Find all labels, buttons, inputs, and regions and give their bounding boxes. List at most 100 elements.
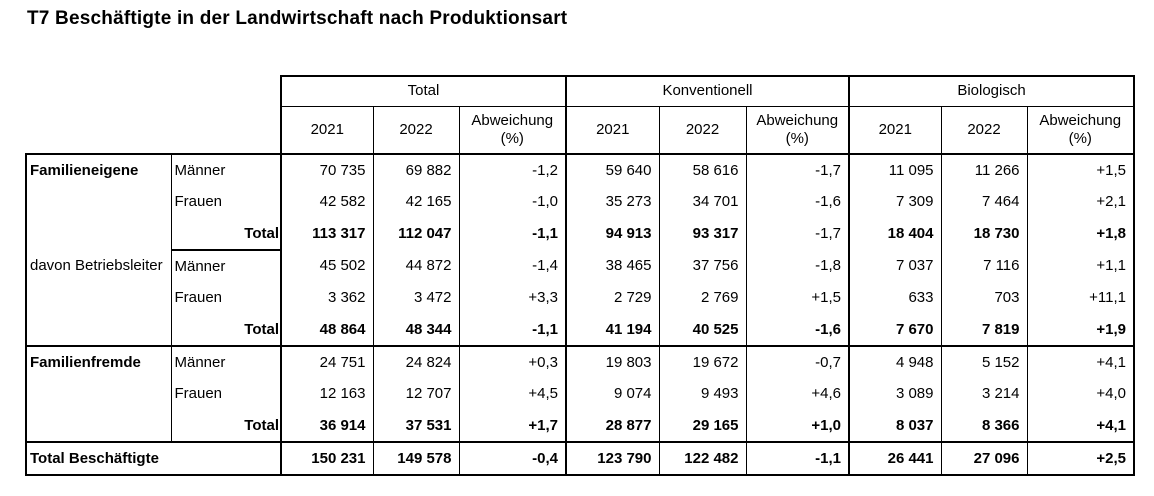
table-row: Total Beschäftigte 150 231 149 578 -0,4 123 …: [25, 441, 1135, 476]
value-cell: +0,3: [458, 345, 566, 378]
value-cell: 112 047: [372, 218, 459, 250]
value-cell: +4,6: [745, 378, 849, 410]
column-header: 2022: [372, 106, 459, 155]
value-cell: 41 194: [565, 314, 659, 346]
column-header: 2022: [658, 106, 746, 155]
value-cell: 11 095: [848, 154, 941, 186]
value-cell: 8 037: [848, 410, 941, 442]
employment-table: Total Konventionell Biologisch 2021 2022 Abwe…: [25, 75, 1135, 476]
value-cell: 3 472: [372, 282, 459, 314]
row-sub-label: Frauen: [170, 378, 281, 410]
column-header: 2021: [280, 106, 373, 155]
value-cell: 633: [848, 282, 941, 314]
value-cell: 37 756: [658, 250, 746, 282]
value-cell: -1,1: [745, 441, 849, 476]
value-cell: -1,6: [745, 314, 849, 346]
value-cell: +4,0: [1026, 378, 1135, 410]
value-cell: 3 214: [940, 378, 1027, 410]
value-cell: 37 531: [372, 410, 459, 442]
value-cell: +2,1: [1026, 186, 1135, 218]
value-cell: +1,0: [745, 410, 849, 442]
value-cell: 26 441: [848, 441, 941, 476]
value-cell: 8 366: [940, 410, 1027, 442]
value-cell: +1,5: [1026, 154, 1135, 186]
row-group-label: davon Betriebsleiter: [25, 250, 171, 346]
row-sub-label: Frauen: [170, 282, 281, 314]
value-cell: 12 707: [372, 378, 459, 410]
value-cell: -0,7: [745, 345, 849, 378]
value-cell: 123 790: [565, 441, 659, 476]
value-cell: -1,7: [745, 154, 849, 186]
value-cell: 24 751: [280, 345, 373, 378]
value-cell: 19 672: [658, 345, 746, 378]
value-cell: 24 824: [372, 345, 459, 378]
value-cell: 42 582: [280, 186, 373, 218]
group-header: Konventionell: [565, 75, 849, 107]
value-cell: 42 165: [372, 186, 459, 218]
value-cell: 7 309: [848, 186, 941, 218]
row-group-label: Familienfremde: [25, 345, 171, 442]
value-cell: 19 803: [565, 345, 659, 378]
value-cell: 35 273: [565, 186, 659, 218]
value-cell: 36 914: [280, 410, 373, 442]
row-sub-label: Männer: [170, 250, 281, 282]
row-sub-label: Total: [170, 218, 281, 251]
value-cell: 3 089: [848, 378, 941, 410]
table-row: Total 48 864 48 344 -1,1 41 194 40 525 -1,6 7 6…: [26, 314, 1135, 346]
table-row: Frauen 42 582 42 165 -1,0 35 273 34 701 -1,6 7 …: [26, 186, 1135, 218]
value-cell: 2 769: [658, 282, 746, 314]
table-body: Familieneigene Männer 70 735 69 882 -1,2 59 6…: [25, 153, 1135, 476]
group-header: Total: [280, 75, 566, 107]
value-cell: +1,8: [1026, 218, 1135, 250]
table-row: Familieneigene Männer 70 735 69 882 -1,2 59 6…: [25, 153, 1135, 250]
column-header: Abweichung (%): [1026, 106, 1135, 155]
value-cell: 7 819: [940, 314, 1027, 346]
value-cell: +4,1: [1026, 345, 1135, 378]
value-cell: 18 730: [940, 218, 1027, 250]
value-cell: 9 074: [565, 378, 659, 410]
value-cell: 3 362: [280, 282, 373, 314]
value-cell: 113 317: [280, 218, 373, 250]
table-row: Frauen 12 163 12 707 +4,5 9 074 9 493 +4,6 3 08…: [26, 378, 1135, 410]
value-cell: 28 877: [565, 410, 659, 442]
table-row: Total 113 317 112 047 -1,1 94 913 93 317 -1,7 1…: [26, 218, 1135, 251]
column-header: Abweichung (%): [745, 106, 849, 155]
value-cell: 48 344: [372, 314, 459, 346]
value-cell: -1,1: [458, 218, 566, 250]
value-cell: 93 317: [658, 218, 746, 250]
value-cell: 38 465: [565, 250, 659, 282]
value-cell: +1,7: [458, 410, 566, 442]
value-cell: 45 502: [280, 250, 373, 282]
value-cell: +2,5: [1026, 441, 1135, 476]
table-row: Frauen 3 362 3 472 +3,3 2 729 2 769 +1,5 633 703…: [26, 282, 1135, 314]
value-cell: -0,4: [458, 441, 566, 476]
table-row: Familienfremde Männer 24 751 24 824 +0,3 19 8…: [25, 345, 1135, 442]
value-cell: -1,8: [745, 250, 849, 282]
row-group-label: Familieneigene: [25, 153, 171, 250]
value-cell: 11 266: [940, 154, 1027, 186]
value-cell: +1,9: [1026, 314, 1135, 346]
value-cell: 34 701: [658, 186, 746, 218]
row-group-label: Total Beschäftigte: [25, 441, 281, 476]
value-cell: 7 464: [940, 186, 1027, 218]
value-cell: +4,1: [1026, 410, 1135, 442]
value-cell: -1,6: [745, 186, 849, 218]
value-cell: +1,1: [1026, 250, 1135, 282]
value-cell: +11,1: [1026, 282, 1135, 314]
value-cell: 27 096: [940, 441, 1027, 476]
table-head: Total Konventionell Biologisch 2021 2022 Abwe…: [26, 75, 1135, 155]
column-header: 2021: [565, 106, 659, 155]
value-cell: 29 165: [658, 410, 746, 442]
header-spacer: [26, 76, 281, 154]
value-cell: -1,7: [745, 218, 849, 250]
value-cell: 2 729: [565, 282, 659, 314]
value-cell: 40 525: [658, 314, 746, 346]
row-sub-label: Total: [170, 314, 281, 346]
row-sub-label: Total: [170, 410, 281, 442]
value-cell: 5 152: [940, 345, 1027, 378]
value-cell: 149 578: [372, 441, 459, 476]
table-row: Total 36 914 37 531 +1,7 28 877 29 165 +1,0 8 0…: [26, 410, 1135, 442]
value-cell: 58 616: [658, 154, 746, 186]
row-sub-label: Männer: [170, 345, 281, 378]
value-cell: 7 670: [848, 314, 941, 346]
